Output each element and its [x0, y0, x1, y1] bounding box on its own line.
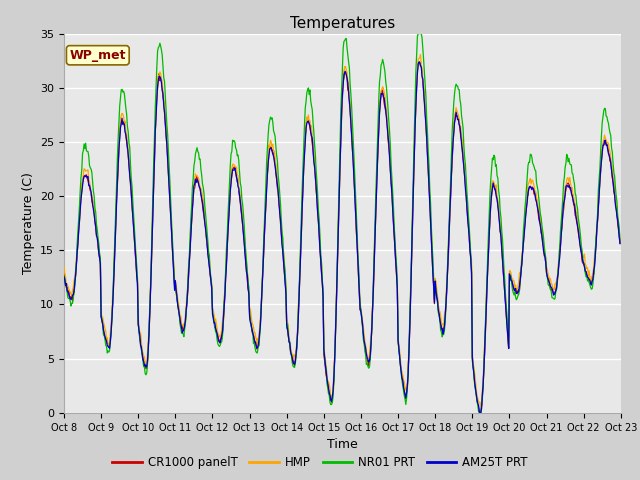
Text: WP_met: WP_met: [70, 49, 126, 62]
X-axis label: Time: Time: [327, 438, 358, 451]
Title: Temperatures: Temperatures: [290, 16, 395, 31]
Y-axis label: Temperature (C): Temperature (C): [22, 172, 35, 274]
Legend: CR1000 panelT, HMP, NR01 PRT, AM25T PRT: CR1000 panelT, HMP, NR01 PRT, AM25T PRT: [108, 452, 532, 474]
